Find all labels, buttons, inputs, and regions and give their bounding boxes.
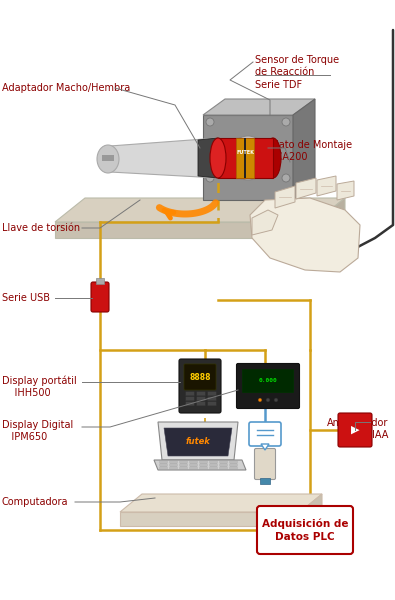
FancyBboxPatch shape: [160, 461, 167, 463]
FancyBboxPatch shape: [210, 461, 217, 463]
FancyBboxPatch shape: [254, 449, 275, 479]
Polygon shape: [317, 176, 336, 196]
FancyBboxPatch shape: [160, 464, 167, 466]
FancyBboxPatch shape: [184, 364, 216, 390]
FancyBboxPatch shape: [249, 422, 281, 446]
Polygon shape: [154, 460, 246, 470]
Polygon shape: [296, 178, 316, 199]
Polygon shape: [275, 186, 295, 208]
Polygon shape: [198, 138, 218, 178]
Text: Adaptador Macho/Hembra: Adaptador Macho/Hembra: [2, 83, 130, 93]
FancyBboxPatch shape: [186, 402, 194, 406]
Polygon shape: [102, 155, 114, 161]
Polygon shape: [55, 222, 315, 238]
Polygon shape: [250, 198, 360, 272]
Ellipse shape: [266, 398, 270, 402]
Text: Adquisición de
Datos PLC: Adquisición de Datos PLC: [262, 518, 348, 542]
FancyBboxPatch shape: [180, 461, 187, 463]
FancyBboxPatch shape: [200, 461, 207, 463]
Ellipse shape: [282, 118, 290, 126]
Polygon shape: [252, 210, 278, 235]
FancyBboxPatch shape: [170, 464, 177, 466]
Polygon shape: [337, 181, 354, 200]
FancyBboxPatch shape: [220, 464, 227, 466]
Ellipse shape: [265, 138, 281, 178]
FancyBboxPatch shape: [237, 364, 299, 409]
Polygon shape: [158, 422, 238, 460]
FancyBboxPatch shape: [180, 464, 187, 466]
Polygon shape: [236, 138, 254, 178]
FancyBboxPatch shape: [197, 402, 205, 406]
Text: Display portátil
    IHH500: Display portátil IHH500: [2, 375, 77, 398]
FancyBboxPatch shape: [190, 461, 197, 463]
Polygon shape: [300, 494, 322, 526]
Ellipse shape: [97, 145, 119, 173]
Polygon shape: [120, 494, 322, 512]
Text: FUTEK: FUTEK: [236, 151, 254, 155]
Text: Amplificador
Serie IAA: Amplificador Serie IAA: [327, 418, 388, 440]
FancyBboxPatch shape: [230, 461, 237, 463]
FancyBboxPatch shape: [230, 464, 237, 466]
Polygon shape: [260, 478, 270, 484]
FancyBboxPatch shape: [186, 397, 194, 401]
Text: 0.000: 0.000: [259, 379, 277, 383]
Polygon shape: [315, 198, 345, 238]
FancyBboxPatch shape: [220, 461, 227, 463]
Ellipse shape: [206, 118, 214, 126]
Polygon shape: [203, 115, 293, 200]
Polygon shape: [203, 99, 315, 115]
FancyBboxPatch shape: [180, 467, 187, 469]
Polygon shape: [120, 512, 300, 526]
Polygon shape: [55, 198, 345, 222]
FancyBboxPatch shape: [210, 464, 217, 466]
FancyBboxPatch shape: [179, 359, 221, 413]
FancyBboxPatch shape: [170, 467, 177, 469]
FancyBboxPatch shape: [160, 467, 167, 469]
Text: Plato de Montaje
ZCA200: Plato de Montaje ZCA200: [270, 140, 352, 163]
Text: Llave de torsión: Llave de torsión: [2, 223, 80, 233]
FancyBboxPatch shape: [230, 467, 237, 469]
Text: Display Digital
   IPM650: Display Digital IPM650: [2, 420, 73, 442]
Polygon shape: [96, 278, 104, 284]
Ellipse shape: [258, 398, 262, 402]
FancyBboxPatch shape: [208, 397, 216, 401]
Polygon shape: [164, 428, 232, 456]
Ellipse shape: [274, 398, 278, 402]
Ellipse shape: [206, 174, 214, 182]
FancyBboxPatch shape: [208, 392, 216, 396]
Ellipse shape: [233, 141, 263, 175]
FancyBboxPatch shape: [186, 392, 194, 396]
Ellipse shape: [210, 138, 226, 178]
FancyBboxPatch shape: [210, 467, 217, 469]
Text: ▶: ▶: [351, 425, 359, 435]
FancyBboxPatch shape: [190, 467, 197, 469]
FancyBboxPatch shape: [197, 397, 205, 401]
FancyBboxPatch shape: [243, 370, 293, 392]
FancyBboxPatch shape: [257, 506, 353, 554]
Ellipse shape: [228, 136, 268, 180]
Polygon shape: [244, 138, 246, 178]
Polygon shape: [218, 138, 273, 178]
FancyBboxPatch shape: [170, 461, 177, 463]
FancyBboxPatch shape: [200, 467, 207, 469]
Text: 8888: 8888: [189, 373, 211, 382]
Polygon shape: [261, 444, 269, 450]
Text: futek: futek: [186, 437, 211, 446]
Text: Computadora: Computadora: [2, 497, 68, 507]
Polygon shape: [110, 138, 218, 178]
FancyBboxPatch shape: [200, 464, 207, 466]
Polygon shape: [293, 99, 315, 200]
FancyBboxPatch shape: [338, 413, 372, 447]
FancyBboxPatch shape: [197, 392, 205, 396]
Text: Serie USB: Serie USB: [2, 293, 50, 303]
Text: Sensor de Torque
de Reacción
Serie TDF: Sensor de Torque de Reacción Serie TDF: [255, 55, 339, 90]
FancyBboxPatch shape: [91, 282, 109, 312]
FancyBboxPatch shape: [208, 402, 216, 406]
FancyBboxPatch shape: [220, 467, 227, 469]
FancyBboxPatch shape: [190, 464, 197, 466]
Ellipse shape: [282, 174, 290, 182]
